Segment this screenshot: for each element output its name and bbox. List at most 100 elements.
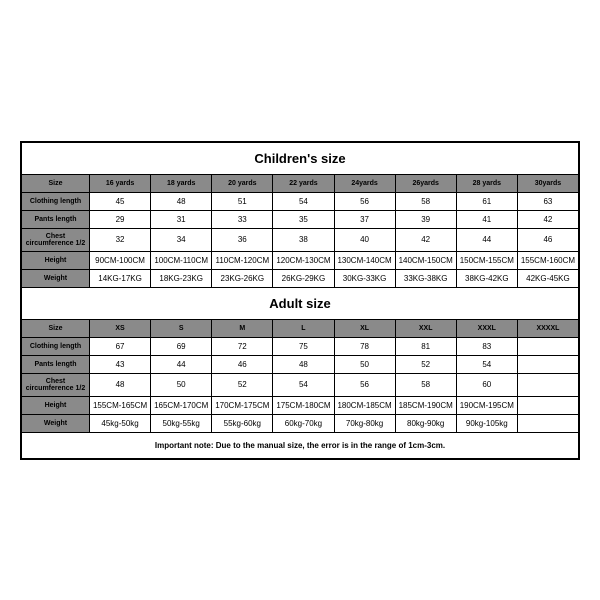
cell: 180CM-185CM — [334, 396, 395, 414]
cell: 75 — [273, 337, 334, 355]
cell: 54 — [273, 192, 334, 210]
cell: 52 — [212, 373, 273, 396]
row-label: Pants length — [22, 355, 90, 373]
cell: 90kg-105kg — [456, 414, 517, 432]
adult-title: Adult size — [22, 287, 579, 319]
children-title: Children's size — [22, 142, 579, 174]
cell: 37 — [334, 210, 395, 228]
cell: 38 — [273, 228, 334, 251]
cell: 23KG-26KG — [212, 269, 273, 287]
col-header: 18 yards — [151, 174, 212, 192]
cell: 42 — [517, 210, 578, 228]
cell: 32 — [90, 228, 151, 251]
col-header: XS — [90, 319, 151, 337]
cell: 26KG-29KG — [273, 269, 334, 287]
table-row: Chest circumference 1/2 32 34 36 38 40 4… — [22, 228, 579, 251]
cell: 36 — [212, 228, 273, 251]
table-row: Pants length 43 44 46 48 50 52 54 — [22, 355, 579, 373]
table-row: Pants length 29 31 33 35 37 39 41 42 — [22, 210, 579, 228]
cell: 42 — [395, 228, 456, 251]
col-header: M — [212, 319, 273, 337]
important-note: Important note: Due to the manual size, … — [22, 432, 579, 458]
cell: 45 — [90, 192, 151, 210]
cell: 39 — [395, 210, 456, 228]
cell: 165CM-170CM — [151, 396, 212, 414]
cell: 120CM-130CM — [273, 251, 334, 269]
cell: 56 — [334, 373, 395, 396]
note-row: Important note: Due to the manual size, … — [22, 432, 579, 458]
cell — [517, 396, 578, 414]
cell: 130CM-140CM — [334, 251, 395, 269]
cell — [517, 414, 578, 432]
cell: 60 — [456, 373, 517, 396]
col-header: 28 yards — [456, 174, 517, 192]
cell: 63 — [517, 192, 578, 210]
cell: 58 — [395, 192, 456, 210]
cell: 185CM-190CM — [395, 396, 456, 414]
table-row: Clothing length 67 69 72 75 78 81 83 — [22, 337, 579, 355]
cell: 18KG-23KG — [151, 269, 212, 287]
cell: 81 — [395, 337, 456, 355]
cell: 50kg-55kg — [151, 414, 212, 432]
table-row: Chest circumference 1/2 48 50 52 54 56 5… — [22, 373, 579, 396]
cell: 58 — [395, 373, 456, 396]
cell: 48 — [90, 373, 151, 396]
cell: 46 — [212, 355, 273, 373]
cell: 150CM-155CM — [456, 251, 517, 269]
cell: 61 — [456, 192, 517, 210]
cell: 155CM-160CM — [517, 251, 578, 269]
cell: 44 — [151, 355, 212, 373]
row-label: Weight — [22, 269, 90, 287]
col-header: 22 yards — [273, 174, 334, 192]
cell: 52 — [395, 355, 456, 373]
row-label: Pants length — [22, 210, 90, 228]
cell: 45kg-50kg — [90, 414, 151, 432]
cell: 33 — [212, 210, 273, 228]
col-header: 20 yards — [212, 174, 273, 192]
col-header: 16 yards — [90, 174, 151, 192]
cell: 54 — [273, 373, 334, 396]
cell: 78 — [334, 337, 395, 355]
cell: 43 — [90, 355, 151, 373]
cell: 14KG-17KG — [90, 269, 151, 287]
col-header: XXXXL — [517, 319, 578, 337]
col-header: 26yards — [395, 174, 456, 192]
cell: 80kg-90kg — [395, 414, 456, 432]
cell: 31 — [151, 210, 212, 228]
cell: 190CM-195CM — [456, 396, 517, 414]
cell: 51 — [212, 192, 273, 210]
table-row: Weight 14KG-17KG 18KG-23KG 23KG-26KG 26K… — [22, 269, 579, 287]
cell: 29 — [90, 210, 151, 228]
cell: 83 — [456, 337, 517, 355]
cell: 35 — [273, 210, 334, 228]
col-header: 24yards — [334, 174, 395, 192]
col-header: XXL — [395, 319, 456, 337]
cell: 72 — [212, 337, 273, 355]
cell: 48 — [151, 192, 212, 210]
cell: 30KG-33KG — [334, 269, 395, 287]
cell: 90CM-100CM — [90, 251, 151, 269]
table-row: Weight 45kg-50kg 50kg-55kg 55kg-60kg 60k… — [22, 414, 579, 432]
children-header-row: Size 16 yards 18 yards 20 yards 22 yards… — [22, 174, 579, 192]
cell: 55kg-60kg — [212, 414, 273, 432]
row-label: Chest circumference 1/2 — [22, 228, 90, 251]
cell: 34 — [151, 228, 212, 251]
col-header: Size — [22, 174, 90, 192]
size-table: Children's size Size 16 yards 18 yards 2… — [21, 142, 579, 459]
cell: 60kg-70kg — [273, 414, 334, 432]
cell: 155CM-165CM — [90, 396, 151, 414]
cell — [517, 373, 578, 396]
row-label: Height — [22, 251, 90, 269]
cell: 38KG-42KG — [456, 269, 517, 287]
cell: 170CM-175CM — [212, 396, 273, 414]
table-row: Height 155CM-165CM 165CM-170CM 170CM-175… — [22, 396, 579, 414]
col-header: Size — [22, 319, 90, 337]
row-label: Clothing length — [22, 337, 90, 355]
cell: 56 — [334, 192, 395, 210]
cell — [517, 337, 578, 355]
cell: 41 — [456, 210, 517, 228]
col-header: XL — [334, 319, 395, 337]
adult-header-row: Size XS S M L XL XXL XXXL XXXXL — [22, 319, 579, 337]
cell: 50 — [334, 355, 395, 373]
col-header: S — [151, 319, 212, 337]
